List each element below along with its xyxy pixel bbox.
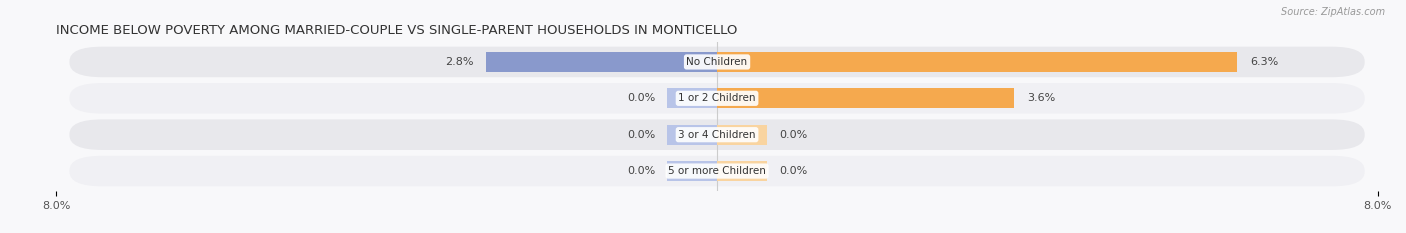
- Text: 3 or 4 Children: 3 or 4 Children: [678, 130, 756, 140]
- Text: 0.0%: 0.0%: [779, 130, 807, 140]
- Bar: [717, 125, 766, 145]
- Bar: [668, 125, 717, 145]
- Text: 5 or more Children: 5 or more Children: [668, 166, 766, 176]
- Bar: [486, 52, 717, 72]
- FancyBboxPatch shape: [69, 83, 1365, 114]
- FancyBboxPatch shape: [69, 47, 1365, 77]
- Bar: [717, 161, 766, 181]
- Bar: [668, 161, 717, 181]
- Text: INCOME BELOW POVERTY AMONG MARRIED-COUPLE VS SINGLE-PARENT HOUSEHOLDS IN MONTICE: INCOME BELOW POVERTY AMONG MARRIED-COUPL…: [56, 24, 738, 37]
- Text: 0.0%: 0.0%: [627, 166, 655, 176]
- Text: 6.3%: 6.3%: [1250, 57, 1278, 67]
- Bar: [717, 52, 1237, 72]
- Text: Source: ZipAtlas.com: Source: ZipAtlas.com: [1281, 7, 1385, 17]
- Bar: [717, 88, 1014, 108]
- Text: 2.8%: 2.8%: [444, 57, 474, 67]
- Bar: [668, 88, 717, 108]
- Text: 1 or 2 Children: 1 or 2 Children: [678, 93, 756, 103]
- Text: 0.0%: 0.0%: [627, 130, 655, 140]
- FancyBboxPatch shape: [69, 156, 1365, 186]
- Text: No Children: No Children: [686, 57, 748, 67]
- Text: 0.0%: 0.0%: [779, 166, 807, 176]
- Text: 3.6%: 3.6%: [1026, 93, 1054, 103]
- Text: 0.0%: 0.0%: [627, 93, 655, 103]
- FancyBboxPatch shape: [69, 119, 1365, 150]
